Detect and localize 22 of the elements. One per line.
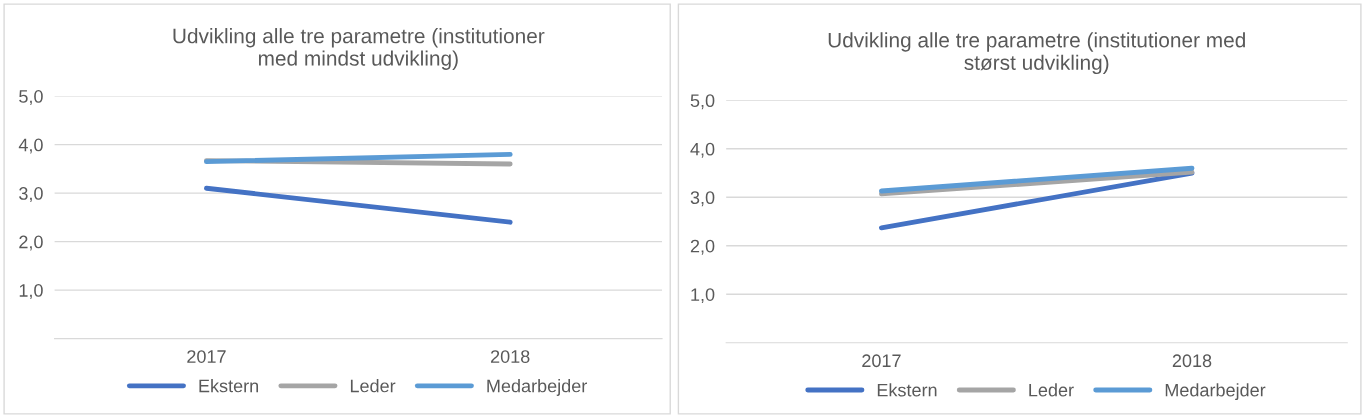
y-tick-label: 1,0 [691, 288, 715, 304]
y-tick-label: 1,0 [19, 284, 43, 299]
legend-label: Medarbejder [1165, 383, 1266, 401]
x-tick-label: 2018 [1172, 354, 1212, 368]
y-tick-label: 2,0 [690, 239, 715, 255]
y-tick-label: 5,0 [690, 94, 715, 110]
y-tick-label: 4,0 [690, 142, 715, 158]
x-tick-label: 2017 [862, 354, 901, 368]
legend-label: Leder [1029, 383, 1074, 397]
chart-title: Udvikling alle tre parametre (institutioner med mindst udvikling) [173, 28, 545, 70]
y-tick-label: 5,0 [19, 90, 43, 105]
y-tick-label: 2,0 [19, 235, 43, 251]
legend-label: Ekstern [877, 383, 937, 397]
x-tick-label: 2017 [187, 350, 226, 363]
x-tick-label: 2018 [491, 350, 530, 363]
y-tick-label: 4,0 [18, 138, 43, 154]
legend-label: Leder [350, 379, 396, 393]
y-tick-label: 3,0 [690, 191, 715, 207]
legend-label: Ekstern [199, 379, 259, 393]
legend-label: Medarbejder [487, 379, 587, 396]
y-tick-label: 3,0 [19, 187, 43, 202]
chart-title: Udvikling alle tre parametre (institutioner med størst udvikling) [828, 32, 1245, 75]
